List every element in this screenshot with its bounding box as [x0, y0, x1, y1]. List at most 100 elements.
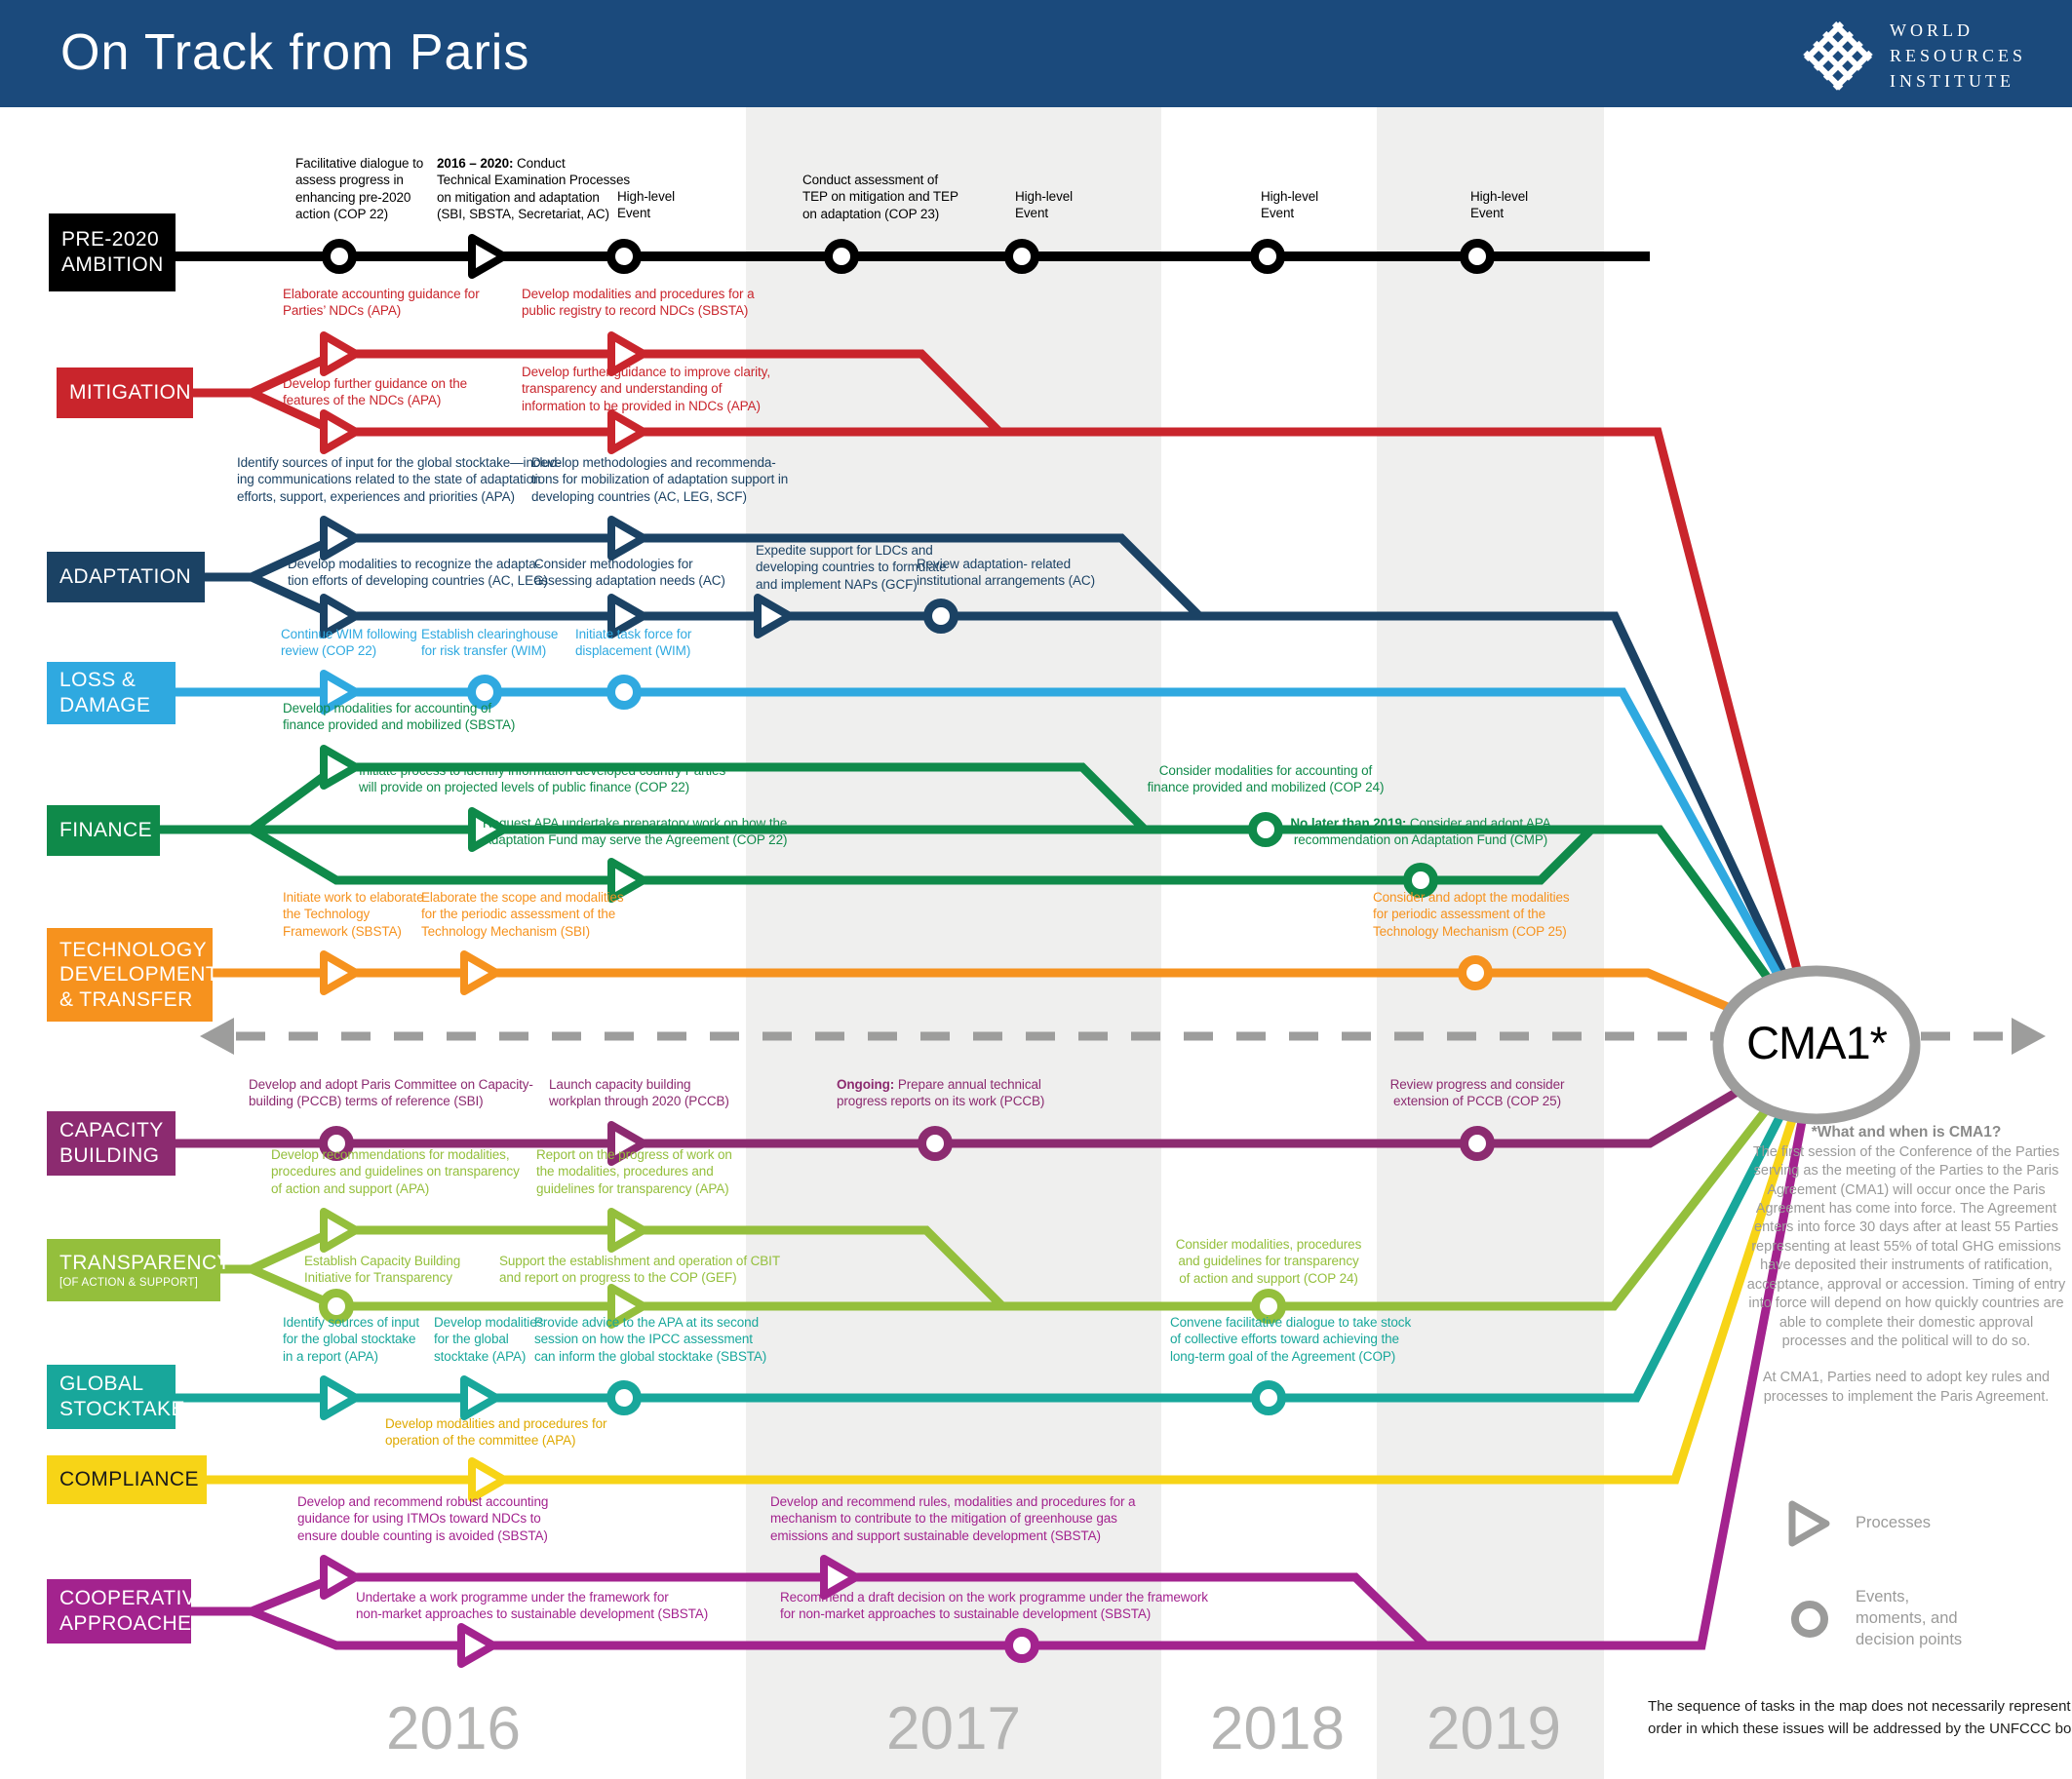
process-marker — [320, 409, 360, 454]
annotation-adaptation: Expedite support for LDCs and developing … — [756, 543, 947, 592]
annotation-lossdamage: Initiate task force for displacement (WIM… — [575, 627, 692, 659]
process-marker — [320, 1555, 360, 1600]
process-marker — [607, 331, 647, 376]
annotation-lossdamage: Continue WIM following review (COP 22) — [281, 627, 417, 659]
process-marker — [320, 745, 360, 790]
event-marker — [1250, 239, 1285, 274]
year-2017: 2017 — [886, 1695, 1021, 1762]
process-marker — [320, 516, 360, 561]
annotation-lossdamage: Establish clearinghouse for risk transfer… — [421, 627, 559, 659]
event-marker — [1403, 863, 1438, 898]
line-compliance — [207, 1043, 1821, 1485]
annotation-pre2020: Facilitative dialogue to assess progress … — [295, 156, 424, 221]
track-label-adaptation: ADAPTATION — [47, 552, 205, 602]
cma1-explainer-body2: At CMA1, Parties need to adopt key rules… — [1762, 1370, 2051, 1405]
line-lossdamage — [176, 687, 1820, 1048]
annotation-capacity: Ongoing: Prepare annual technical progres… — [837, 1077, 1045, 1109]
year-2019: 2019 — [1427, 1695, 1561, 1762]
line-transparency-main — [250, 1042, 1820, 1311]
track-label-stocktake: GLOBAL STOCKTAKE — [47, 1365, 184, 1429]
cma1-explainer-body: The first session of the Conference of t… — [1746, 1143, 2066, 1349]
year-2018: 2018 — [1210, 1695, 1345, 1762]
line-stocktake — [176, 1042, 1821, 1403]
track-label-capacity: CAPACITY BUILDING — [47, 1111, 176, 1176]
process-marker — [607, 1208, 647, 1253]
page-title: On Track from Paris — [60, 24, 530, 81]
annotation-cooperative: Develop and recommend rules, modalities … — [770, 1494, 1136, 1543]
track-label-finance: FINANCE — [47, 805, 160, 856]
annotation-transparency: Report on the progress of work on the mod… — [536, 1147, 732, 1196]
event-marker — [322, 239, 357, 274]
timeline-left-arrow-icon — [200, 1018, 234, 1055]
process-marker — [607, 858, 647, 903]
process-marker — [320, 1208, 360, 1253]
legend-process-label: Processes — [1856, 1514, 1932, 1531]
annotation-cooperative: Develop and recommend robust accounting g… — [297, 1494, 549, 1543]
annotation-cooperative: Recommend a draft decision on the work p… — [780, 1590, 1208, 1622]
annotation-adaptation: Identify sources of input for the global… — [237, 455, 562, 504]
annotation-technology: Initiate work to elaborate the Technology… — [283, 890, 424, 939]
event-marker — [1004, 1628, 1039, 1663]
annotation-stocktake: Convene facilitative dialogue to take st… — [1170, 1315, 1412, 1364]
annotation-mitigation: Elaborate accounting guidance for Parties… — [283, 287, 480, 319]
annotation-pre2020: High-level Event — [1470, 189, 1529, 221]
annotation-pre2020: 2016 – 2020: Conduct Technical Examinatio… — [437, 156, 630, 221]
annotation-capacity: Launch capacity building workplan through… — [549, 1077, 729, 1109]
annotation-finance: Request APA undertake preparatory work o… — [483, 816, 788, 848]
event-marker — [1460, 1126, 1495, 1161]
year-2016: 2016 — [386, 1695, 521, 1762]
footnote-line2: order in which these issues will be addr… — [1648, 1720, 2072, 1737]
wri-logo-line1: WORLD — [1890, 20, 1974, 40]
process-marker — [460, 950, 500, 995]
process-marker — [460, 1375, 500, 1420]
event-marker — [1248, 812, 1283, 847]
wri-logo: WORLD RESOURCES INSTITUTE — [1802, 18, 2026, 94]
track-label-mitigation: MITIGATION — [57, 367, 193, 418]
annotation-stocktake: Develop modalities for the global stocktak… — [434, 1315, 544, 1364]
process-marker — [468, 807, 508, 852]
annotation-mitigation: Develop further guidance on the features … — [283, 376, 468, 408]
process-marker — [320, 670, 360, 715]
annotation-transparency: Develop recommendations for modalities, p… — [271, 1147, 520, 1196]
annotation-technology: Consider and adopt the modalities for per… — [1373, 890, 1570, 939]
line-adaptation-main — [250, 572, 1821, 1047]
event-marker — [824, 239, 859, 274]
process-marker — [457, 1623, 497, 1668]
track-label-technology: TECHNOLOGY DEVELOPMENT & TRANSFER — [47, 928, 218, 1022]
event-marker — [606, 1380, 642, 1415]
annotation-finance: Develop modalities for accounting of fina… — [283, 701, 516, 733]
event-marker — [606, 675, 642, 710]
event-marker — [1251, 1380, 1286, 1415]
annotation-pre2020: High-level Event — [1261, 189, 1319, 221]
event-marker — [319, 1126, 354, 1161]
process-marker — [468, 234, 508, 279]
annotation-adaptation: Develop modalities to recognize the adap… — [288, 557, 548, 589]
footnote-line1: The sequence of tasks in the map does no… — [1648, 1698, 2072, 1715]
annotation-finance: No later than 2019: Consider and adopt A… — [1290, 816, 1551, 848]
track-label-lossdamage: LOSS & DAMAGE — [47, 662, 176, 724]
annotation-pre2020: High-level Event — [1015, 189, 1074, 221]
annotation-finance: Consider modalities for accounting of fin… — [1147, 763, 1385, 795]
event-marker — [467, 675, 502, 710]
event-marker — [1251, 1289, 1286, 1324]
annotation-pre2020: Conduct assessment of TEP on mitigation a… — [802, 173, 958, 221]
process-marker — [607, 594, 647, 638]
year-band-2019 — [1377, 107, 1604, 1779]
process-marker — [320, 594, 360, 638]
annotation-stocktake: Provide advice to the APA at its second s… — [534, 1315, 767, 1364]
process-marker — [607, 409, 647, 454]
process-marker — [320, 331, 360, 376]
process-marker — [320, 1375, 360, 1420]
legend-event-label: Events, moments, and decision points — [1856, 1588, 1963, 1648]
header-bar: On Track from Paris WORLD RESOURCES INST… — [0, 0, 2072, 107]
process-marker — [320, 950, 360, 995]
track-label-transparency: TRANSPARENCY [OF ACTION & SUPPORT] — [47, 1239, 231, 1301]
annotation-finance: Initiate process to identify information… — [359, 763, 726, 795]
process-marker — [468, 1457, 508, 1502]
event-marker — [1460, 239, 1495, 274]
wri-logo-line2: RESOURCES — [1890, 46, 2027, 66]
